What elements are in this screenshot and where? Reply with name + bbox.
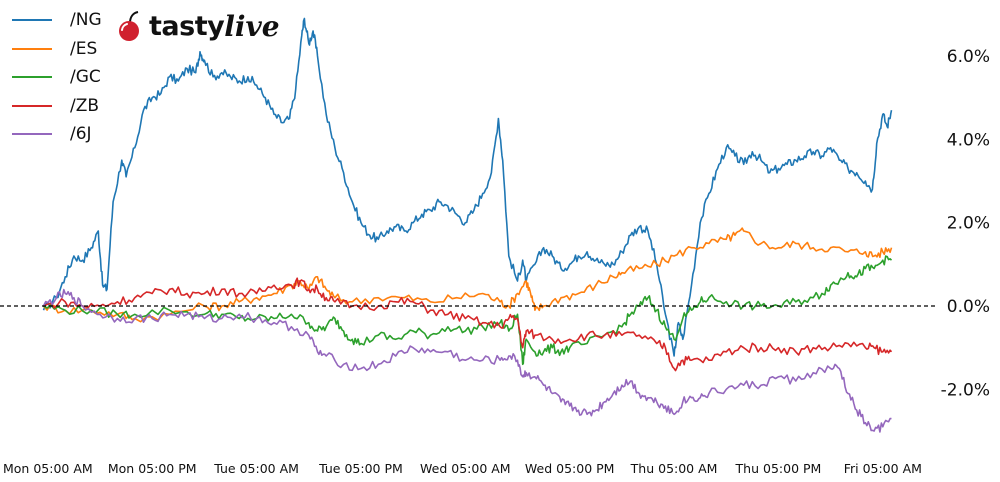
y-axis-ticks: 6.0% 4.0% 2.0% 0.0% -2.0% <box>941 47 990 400</box>
legend-label-es: /ES <box>70 38 98 59</box>
cherry-icon <box>119 10 139 41</box>
y-tick-label: 0.0% <box>947 297 990 317</box>
x-tick-label: Tue 05:00 AM <box>213 461 299 476</box>
legend-item-gc: /GC <box>12 63 102 92</box>
legend-item-es: /ES <box>12 35 102 64</box>
x-tick-label: Tue 05:00 PM <box>318 461 403 476</box>
legend-swatch-ng <box>12 19 52 22</box>
legend: /NG /ES /GC /ZB /6J <box>12 6 102 149</box>
x-tick-label: Wed 05:00 AM <box>420 461 511 476</box>
x-tick-label: Thu 05:00 AM <box>630 461 718 476</box>
legend-label-6j: /6J <box>70 124 92 145</box>
series-line-ng <box>42 17 893 357</box>
logo-wordmark-tasty: tasty <box>149 11 225 42</box>
x-tick-label: Thu 05:00 PM <box>735 461 822 476</box>
legend-label-ng: /NG <box>70 10 102 31</box>
legend-swatch-gc <box>12 76 52 79</box>
y-tick-label: 4.0% <box>947 130 990 150</box>
series-line-6j <box>42 288 892 433</box>
legend-swatch-6j <box>12 133 52 136</box>
x-tick-label: Mon 05:00 AM <box>3 461 93 476</box>
y-tick-label: 6.0% <box>947 47 990 67</box>
series-line-gc <box>43 255 893 366</box>
x-tick-label: Wed 05:00 PM <box>525 461 615 476</box>
tastylive-logo: tasty live <box>117 10 280 43</box>
legend-swatch-es <box>12 47 52 50</box>
logo-wordmark-live: live <box>224 10 280 43</box>
y-tick-label: 2.0% <box>947 214 990 234</box>
y-tick-label: -2.0% <box>941 380 990 400</box>
x-axis-ticks: Mon 05:00 AM Mon 05:00 PM Tue 05:00 AM Tue … <box>3 461 922 476</box>
series-line-zb <box>43 277 893 372</box>
legend-label-gc: /GC <box>70 67 101 88</box>
legend-item-zb: /ZB <box>12 92 102 121</box>
series-line-es <box>42 227 893 323</box>
legend-item-6j: /6J <box>12 120 102 149</box>
x-tick-label: Fri 05:00 AM <box>844 461 922 476</box>
legend-label-zb: /ZB <box>70 95 100 116</box>
x-tick-label: Mon 05:00 PM <box>108 461 197 476</box>
legend-swatch-zb <box>12 104 52 107</box>
legend-item-ng: /NG <box>12 6 102 35</box>
series-layer <box>42 17 893 433</box>
